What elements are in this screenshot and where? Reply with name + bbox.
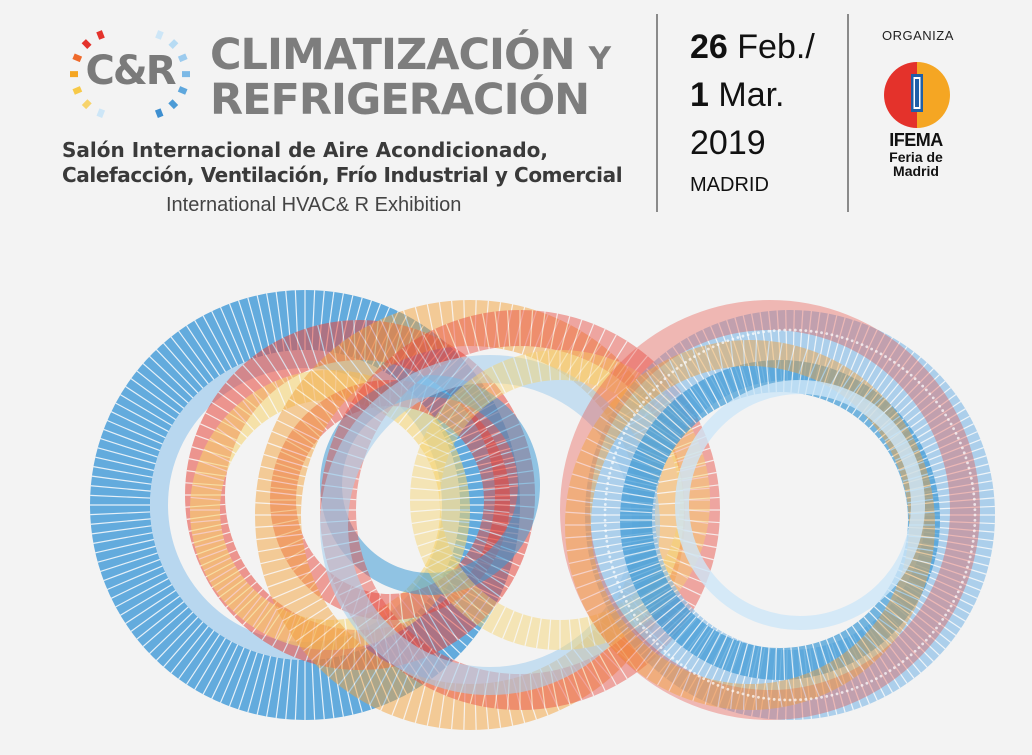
divider-left [656,14,658,212]
title-line-2: REFRIGERACIÓN [210,75,590,125]
organizer-tagline-line2: Madrid [893,163,939,179]
organizer-tagline-line1: Feria de [889,149,943,165]
date-end-day: 1 [690,76,709,114]
date-city: MADRID [690,174,769,196]
date-start: 26 Feb./ [690,28,815,67]
organizer-tagline: Feria de Madrid [880,150,952,178]
cr-logo-bracket-icon [69,30,191,118]
organizer-label: ORGANIZA [882,28,954,43]
subtitle-line-1: Salón Internacional de Aire Acondicionad… [62,138,548,162]
date-end-month: Mar. [718,76,785,114]
title-word-climatizacion: CLIMATIZACIÓN [210,30,576,80]
subtitle-line-2: Calefacción, Ventilación, Frío Industria… [62,163,623,187]
overlapping-rings-artwork [90,290,995,730]
date-start-month: Feb./ [737,28,815,66]
subtitle-english: International HVAC& R Exhibition [166,194,462,216]
title-line-1: CLIMATIZACIÓN Y [210,30,611,80]
cr-logo-text: C&R [85,48,176,94]
ifema-logo-icon [884,62,950,128]
date-end: 1 Mar. [690,76,785,115]
date-year: 2019 [690,124,766,162]
organizer-name: IFEMA [889,130,943,150]
divider-right [847,14,849,212]
title-word-y: Y [588,41,611,77]
date-start-day: 26 [690,28,728,66]
